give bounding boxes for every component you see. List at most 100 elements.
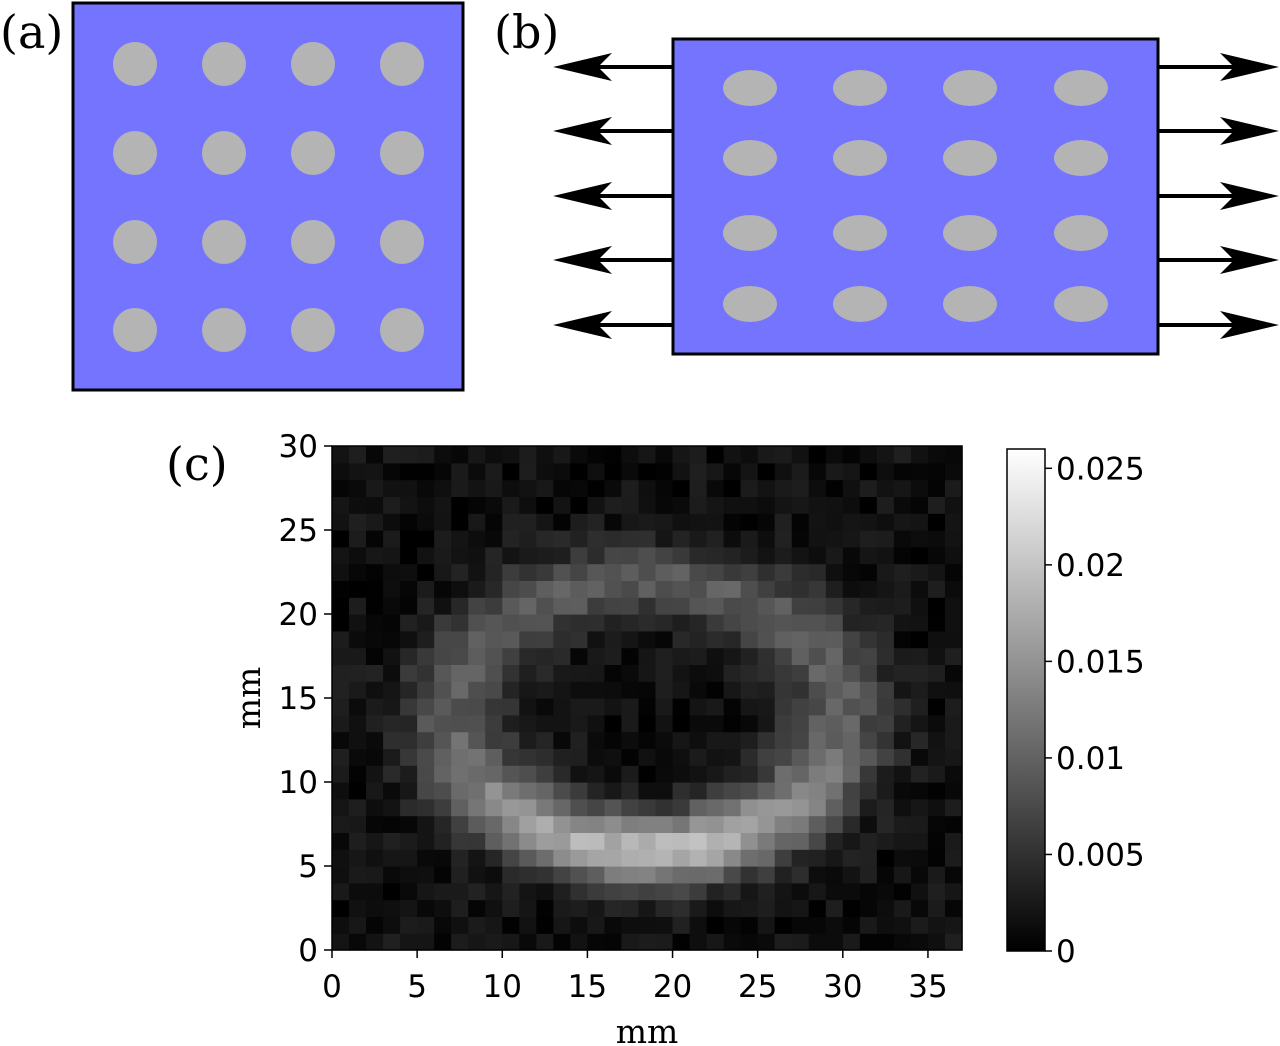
heatmap-cell: [689, 815, 708, 833]
heatmap-cell: [859, 479, 878, 497]
heatmap-cell: [808, 546, 827, 565]
heatmap-cell: [859, 681, 878, 699]
inclusion-circle: [113, 308, 157, 352]
heatmap-cell: [434, 698, 452, 716]
heatmap-cell: [944, 614, 963, 632]
heatmap-cell: [774, 530, 793, 548]
x-tick-label: 0: [322, 969, 342, 1005]
heatmap-cell: [910, 647, 929, 665]
heatmap-cell: [842, 899, 861, 917]
heatmap-cell: [808, 681, 827, 699]
y-tick-label: 0: [298, 933, 318, 969]
heatmap-cell: [638, 849, 657, 867]
heatmap-cell: [383, 916, 401, 934]
heatmap-cell: [349, 765, 367, 783]
heatmap-cell: [774, 731, 793, 749]
heatmap-cell: [519, 798, 537, 817]
heatmap-cell: [655, 513, 674, 531]
heatmap-cell: [876, 916, 895, 934]
heatmap-cell: [434, 832, 452, 850]
x-tick-label: 15: [568, 969, 607, 1005]
heatmap-cell: [536, 530, 554, 548]
heatmap-cell: [655, 916, 674, 934]
heatmap-cell: [434, 798, 452, 817]
heatmap-cell: [655, 832, 674, 850]
heatmap-cell: [944, 496, 963, 514]
heatmap-cell: [706, 496, 725, 514]
heatmap-cell: [842, 882, 861, 901]
heatmap-cell: [638, 630, 657, 649]
heatmap-cell: [825, 681, 844, 699]
heatmap-cell: [332, 664, 350, 682]
heatmap-cell: [332, 580, 350, 598]
heatmap-cell: [876, 714, 895, 733]
heatmap-cell: [468, 899, 486, 917]
heatmap-cell: [740, 546, 759, 565]
heatmap-cell: [451, 849, 469, 867]
heatmap-cell: [944, 462, 963, 481]
heatmap-cell: [706, 714, 725, 733]
heatmap-cell: [689, 832, 708, 850]
heatmap-cell: [468, 681, 486, 699]
heatmap-cell: [723, 714, 742, 733]
heatmap-cell: [553, 714, 571, 733]
heatmap-cell: [519, 765, 537, 783]
heatmap-cell: [910, 580, 929, 598]
heatmap-cell: [366, 614, 384, 632]
heatmap-cell: [876, 866, 895, 884]
heatmap-cell: [740, 530, 759, 548]
heatmap-cell: [587, 580, 606, 598]
heatmap-cell: [757, 849, 776, 867]
y-tick-label: 30: [279, 429, 318, 465]
heatmap-cell: [791, 815, 810, 833]
heatmap-cell: [604, 916, 623, 934]
heatmap-cell: [519, 630, 537, 649]
heatmap-cell: [638, 479, 657, 497]
heatmap-cell: [349, 479, 367, 497]
heatmap-cell: [621, 647, 640, 665]
inclusion-circle: [202, 42, 246, 86]
heatmap-cell: [706, 731, 725, 749]
heatmap-cell: [791, 681, 810, 699]
heatmap-cell: [638, 647, 657, 665]
heatmap-cell: [706, 597, 725, 615]
heatmap-cell: [417, 832, 435, 850]
heatmap-cell: [400, 681, 418, 699]
heatmap-cell: [774, 815, 793, 833]
heatmap-cell: [604, 496, 623, 514]
heatmap-cell: [485, 748, 503, 766]
heatmap-cell: [587, 832, 606, 850]
heatmap-cell: [638, 546, 657, 565]
heatmap-cell: [638, 530, 657, 548]
heatmap-cell: [927, 782, 946, 800]
heatmap-cell: [706, 916, 725, 934]
heatmap-cell: [672, 899, 691, 917]
heatmap-cell: [332, 647, 350, 665]
heatmap-cell: [842, 563, 861, 581]
heatmap-cell: [859, 462, 878, 481]
heatmap-cell: [893, 496, 912, 514]
heatmap-cell: [927, 748, 946, 766]
heatmap-cell: [536, 899, 554, 917]
heatmap-cell: [366, 815, 384, 833]
heatmap-cell: [383, 698, 401, 716]
heatmap-cell: [740, 580, 759, 598]
heatmap-cell: [502, 496, 520, 514]
heatmap-cell: [842, 748, 861, 766]
heatmap-cell: [944, 546, 963, 565]
heatmap-cell: [927, 765, 946, 783]
heatmap-cell: [672, 714, 691, 733]
heatmap-cell: [842, 849, 861, 867]
heatmap-cell: [842, 731, 861, 749]
colorbar-tick-label: 0.02: [1056, 548, 1125, 584]
heatmap-cell: [451, 731, 469, 749]
heatmap-cell: [383, 546, 401, 565]
heatmap-cell: [638, 731, 657, 749]
heatmap-cell: [553, 933, 571, 951]
heatmap-cell: [655, 479, 674, 497]
heatmap-cell: [893, 530, 912, 548]
heatmap-cell: [587, 731, 606, 749]
heatmap-cell: [502, 614, 520, 632]
heatmap-cell: [825, 664, 844, 682]
heatmap-cell: [604, 933, 623, 951]
